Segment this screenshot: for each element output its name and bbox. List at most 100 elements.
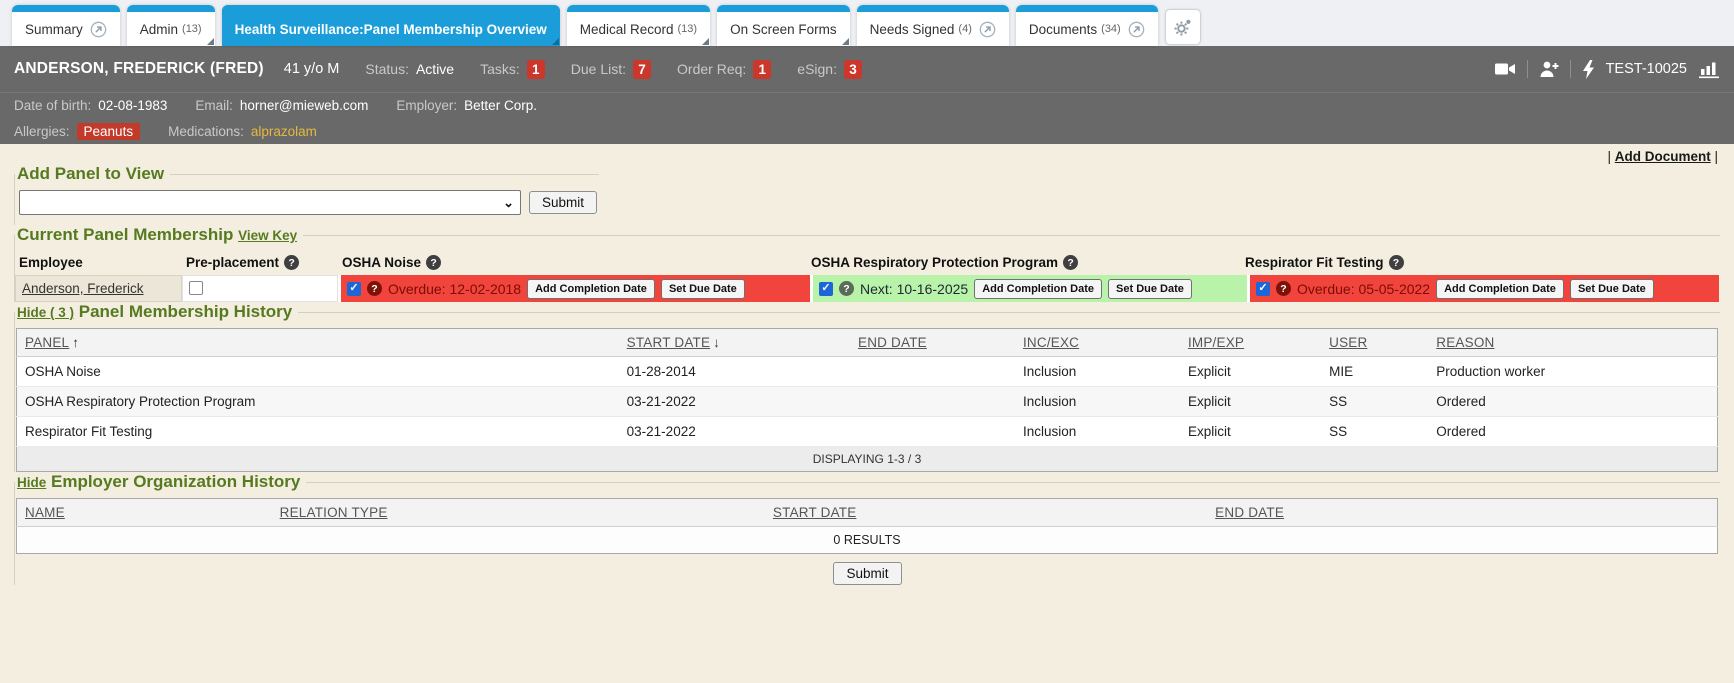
employee-link[interactable]: Anderson, Frederick [22,281,144,296]
sort-user-link[interactable]: USER [1329,335,1368,350]
employer-organization-history-table: NAME RELATION TYPE START DATE END DATE 0… [16,498,1718,554]
sort-end-date-link[interactable]: END DATE [857,335,927,350]
open-in-new-icon[interactable] [979,21,996,38]
employer-organization-history-heading: Hide Employer Organization History [15,472,306,492]
cell-end-date [849,356,1015,387]
divider [1569,60,1571,78]
add-document-row: | Add Document | [14,149,1718,164]
employer-organization-history-section: Hide Employer Organization History NAME … [14,472,1720,585]
employer-history-submit-button[interactable]: Submit [833,562,902,585]
tasks-count-badge[interactable]: 1 [526,59,545,79]
add-panel-submit-button[interactable]: Submit [529,191,598,214]
cell-reason: Ordered [1428,386,1718,417]
tab-admin[interactable]: Admin (13) [126,5,215,46]
sort-inc-exc-link[interactable]: INC/EXC [1022,335,1080,350]
chart-id: TEST-10025 [1605,61,1687,77]
section-title: Panel Membership History [78,302,293,321]
history-row[interactable]: OSHA Noise 01-28-2014 Inclusion Explicit… [16,356,1718,387]
sort-panel-link[interactable]: PANEL [25,335,70,350]
medication-value[interactable]: alprazolam [250,123,317,139]
pre-placement-checkbox[interactable] [189,281,203,295]
respirator-fit-status-cell: ✓ ? Overdue: 05-05-2022 Add Completion D… [1250,275,1719,302]
hide-employer-history-link[interactable]: Hide [17,475,47,490]
tab-health-surveillance-panel-membership-overview[interactable]: Health Surveillance:Panel Membership Ove… [221,5,560,46]
tab-on-screen-forms[interactable]: On Screen Forms [717,5,850,46]
video-camera-icon[interactable] [1494,61,1516,77]
status-text: Overdue: 05-05-2022 [1297,280,1431,297]
help-icon[interactable]: ? [1276,281,1291,296]
view-key-link[interactable]: View Key [238,228,298,243]
hide-history-link[interactable]: Hide ( 3 ) [17,305,75,320]
tab-label: Medical Record [579,21,674,37]
tab-label: On Screen Forms [730,21,837,37]
history-header-row: PANEL ↑ START DATE ↓ END DATE INC/EXC IMP/… [16,328,1718,357]
add-completion-date-button[interactable]: Add Completion Date [527,278,655,299]
displaying-count: DISPLAYING 1-3 / 3 [16,446,1718,472]
current-panel-data-row: Anderson, Frederick ✓ ? Overdue: 12-02-2… [15,275,1719,302]
cell-panel: OSHA Noise [16,356,619,387]
tab-documents[interactable]: Documents (34) [1015,5,1158,46]
dob-value: 02-08-1983 [98,98,168,113]
add-completion-date-button[interactable]: Add Completion Date [974,278,1103,299]
allergy-badge[interactable]: Peanuts [76,122,141,140]
tasks-label: Tasks: [480,61,520,77]
osha-noise-checkbox[interactable]: ✓ [347,281,361,296]
add-person-icon[interactable] [1539,60,1559,78]
tab-settings-button[interactable] [1164,9,1201,45]
tab-needs-signed[interactable]: Needs Signed (4) [856,5,1010,46]
sort-reason-link[interactable]: REASON [1436,335,1495,350]
help-icon[interactable]: ? [1388,255,1404,270]
open-chart-icon[interactable] [90,21,107,38]
sort-relation-type-link[interactable]: RELATION TYPE [279,505,388,520]
help-icon[interactable]: ? [284,255,300,270]
tab-medical-record[interactable]: Medical Record (13) [566,5,711,46]
tab-count: (13) [182,23,202,35]
tab-label: Summary [25,21,83,37]
section-title: Current Panel Membership [17,225,234,244]
medications-label: Medications: [168,123,244,139]
tab-summary[interactable]: Summary [12,5,120,46]
cell-panel: Respirator Fit Testing [16,416,619,447]
section-title: Employer Organization History [51,472,301,491]
cell-user: MIE [1321,356,1429,387]
panel-select[interactable] [19,190,521,215]
set-due-date-button[interactable]: Set Due Date [660,278,745,299]
sort-start-date-link[interactable]: START DATE [772,505,857,520]
status-text: Next: 10-16-2025 [860,280,969,297]
status-text: Overdue: 12-02-2018 [388,280,522,297]
sort-start-date-link[interactable]: START DATE [626,335,711,350]
cell-imp-exp: Explicit [1179,356,1322,387]
set-due-date-button[interactable]: Set Due Date [1108,278,1192,299]
history-row[interactable]: Respirator Fit Testing 03-21-2022 Inclus… [16,416,1718,447]
osha-respiratory-checkbox[interactable]: ✓ [819,281,833,296]
col-pre-placement: Pre-placement [186,255,280,270]
results-count: 0 RESULTS [16,526,1718,554]
respirator-fit-checkbox[interactable]: ✓ [1256,281,1270,296]
bar-chart-icon[interactable] [1698,60,1720,79]
due-list-count-badge[interactable]: 7 [633,59,652,79]
add-completion-date-button[interactable]: Add Completion Date [1436,278,1564,299]
current-panel-membership-section: Current Panel Membership View Key Employ… [14,225,1720,302]
help-icon[interactable]: ? [367,281,382,296]
lightning-icon[interactable] [1582,59,1595,79]
status-label: Status: [365,61,409,77]
esign-count-badge[interactable]: 3 [843,59,862,79]
help-icon[interactable]: ? [426,255,442,270]
tab-count: (34) [1101,23,1121,35]
cell-imp-exp: Explicit [1179,416,1322,447]
set-due-date-button[interactable]: Set Due Date [1569,278,1654,299]
order-req-count-badge[interactable]: 1 [753,59,772,79]
dob-label: Date of birth: [14,98,92,113]
add-panel-legend: Add Panel to View [17,164,165,183]
open-in-new-icon[interactable] [1128,21,1145,38]
col-respirator-fit: Respirator Fit Testing [1245,255,1384,270]
sort-end-date-link[interactable]: END DATE [1215,505,1285,520]
sort-name-link[interactable]: NAME [25,505,65,520]
sort-imp-exp-link[interactable]: IMP/EXP [1187,335,1245,350]
esign-label: eSign: [797,61,837,77]
help-icon[interactable]: ? [839,281,854,296]
current-panel-membership-heading: Current Panel Membership View Key [15,225,303,245]
add-document-link[interactable]: Add Document [1614,149,1711,164]
help-icon[interactable]: ? [1063,255,1079,270]
history-row[interactable]: OSHA Respiratory Protection Program 03-2… [16,386,1718,417]
